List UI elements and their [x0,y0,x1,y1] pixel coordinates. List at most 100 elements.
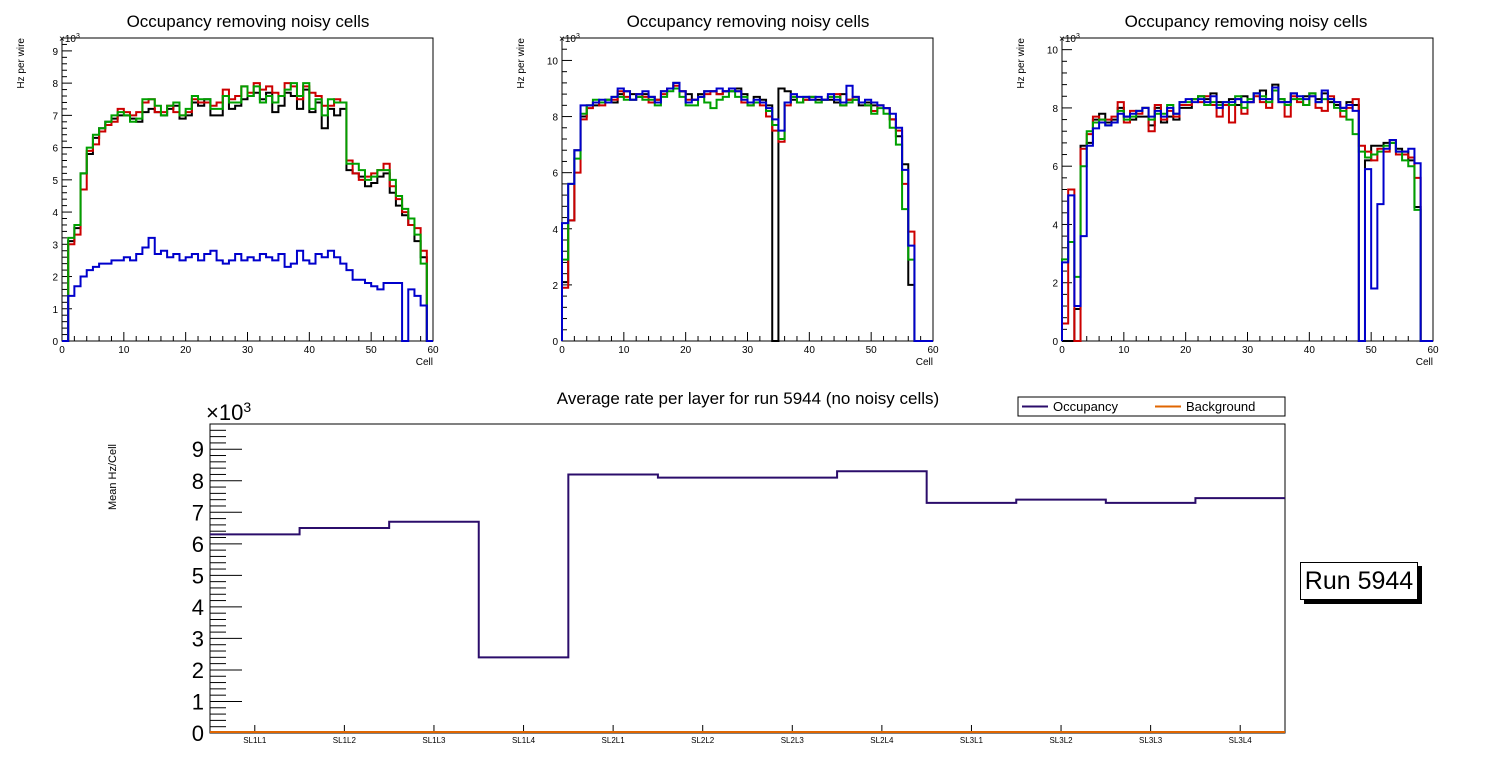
x-tick-label: 20 [680,345,692,356]
x-tick-label: 50 [366,345,378,356]
y-tick-label: 0 [52,337,58,348]
x-category-label: SL1L4 [512,736,536,745]
x-category-label: SL1L2 [333,736,357,745]
x-tick-label: 10 [118,345,130,356]
x-tick-label: 50 [866,345,878,356]
histogram-series-layer-4 [1061,86,1433,342]
y-tick-label: 6 [192,532,204,557]
y-tick-label: 9 [192,437,204,462]
chart-title: Occupancy removing noisy cells [1125,12,1368,31]
step-series-occupancy [210,470,1285,659]
y-exponent-power: 3 [1076,33,1080,40]
y-tick-label: 4 [192,595,204,620]
y-tick-label: 8 [1052,104,1058,115]
x-tick-label: 0 [59,345,65,356]
plot-frame [561,37,934,342]
y-tick-label: 8 [192,469,204,494]
y-axis-title: Hz per wire [516,38,527,89]
y-tick-label: 6 [52,144,58,155]
y-tick-label: 2 [552,281,558,292]
y-tick-label: 3 [192,626,204,651]
x-tick-label: 50 [1366,345,1378,356]
x-axis-title: Cell [1416,357,1433,368]
y-exponent-label: ×103 [59,33,80,45]
x-tick-label: 40 [1304,345,1316,356]
x-category-label: SL1L1 [243,736,267,745]
y-axis-title: Hz per wire [1016,38,1027,89]
histogram-series-layer-1 [561,81,933,342]
histogram-series-layer-2 [1061,89,1433,342]
legend-label-background: Background [1186,399,1255,414]
y-tick-label: 4 [1052,220,1058,231]
histogram-series-layer-3 [62,82,433,342]
x-tick-label: 60 [927,345,939,356]
x-category-label: SL3L2 [1049,736,1073,745]
x-category-label: SL3L3 [1139,736,1163,745]
x-category-label: SL2L1 [602,736,626,745]
y-exponent-power: 3 [76,33,80,40]
histogram-series-layer-1 [62,88,433,342]
y-tick-label: 7 [192,500,204,525]
y-tick-label: 2 [1052,279,1058,290]
y-tick-label: 5 [52,176,58,187]
x-category-label: SL2L3 [781,736,805,745]
x-category-label: SL2L4 [870,736,894,745]
x-tick-label: 10 [1118,345,1130,356]
plot-frame [61,37,434,342]
y-tick-label: 8 [552,113,558,124]
y-tick-label: 4 [52,208,58,219]
y-tick-label: 8 [52,79,58,90]
x-tick-label: 0 [1059,345,1065,356]
histogram-series-layer-4 [561,81,933,342]
plot-frame [1061,37,1434,342]
legend-box [1017,396,1286,417]
y-tick-label: 10 [1047,46,1059,57]
x-tick-label: 20 [180,345,192,356]
y-tick-label: 0 [192,721,204,746]
histogram-series-layer-2 [62,82,433,342]
y-tick-label: 2 [52,273,58,284]
histogram-series-layer-2 [561,84,933,342]
x-tick-label: 20 [1180,345,1192,356]
x-tick-label: 60 [1427,345,1439,356]
y-tick-label: 1 [52,305,58,316]
x-category-label: SL1L3 [422,736,446,745]
histogram-series-layer-3 [561,87,933,342]
chart-title: Occupancy removing noisy cells [127,12,370,31]
y-tick-label: 0 [552,337,558,348]
y-exponent-power: 3 [243,399,251,415]
x-tick-label: 10 [618,345,630,356]
y-tick-label: 9 [52,47,58,58]
y-tick-label: 6 [1052,162,1058,173]
x-category-label: SL2L2 [691,736,715,745]
x-tick-label: 30 [1242,345,1254,356]
y-tick-label: 10 [547,56,559,67]
y-tick-label: 0 [1052,337,1058,348]
chart-title: Average rate per layer for run 5944 (no … [557,389,939,408]
y-exponent-label: ×103 [206,399,251,425]
x-tick-label: 40 [804,345,816,356]
run-label-box: Run 5944 [1300,562,1418,600]
x-category-label: SL3L4 [1229,736,1253,745]
y-tick-label: 1 [192,689,204,714]
y-tick-label: 3 [52,240,58,251]
y-axis-title: Hz per wire [16,38,27,89]
x-axis-title: Cell [416,357,433,368]
run-label: Run 5944 [1304,567,1414,595]
y-tick-label: 6 [552,169,558,180]
plot-frame [209,423,1286,734]
x-tick-label: 60 [427,345,439,356]
y-exponent-label: ×103 [559,33,580,45]
x-tick-label: 30 [742,345,754,356]
legend-label-occupancy: Occupancy [1053,399,1119,414]
y-tick-label: 4 [552,225,558,236]
x-tick-label: 40 [304,345,316,356]
chart-title: Occupancy removing noisy cells [627,12,870,31]
x-axis-title: Cell [916,357,933,368]
y-axis-title: Mean Hz/Cell [107,444,119,510]
x-tick-label: 30 [242,345,254,356]
y-exponent-power: 3 [576,33,580,40]
y-tick-label: 7 [52,111,58,122]
y-exponent-label: ×103 [1059,33,1080,45]
histogram-series-layer-4 [62,236,433,342]
